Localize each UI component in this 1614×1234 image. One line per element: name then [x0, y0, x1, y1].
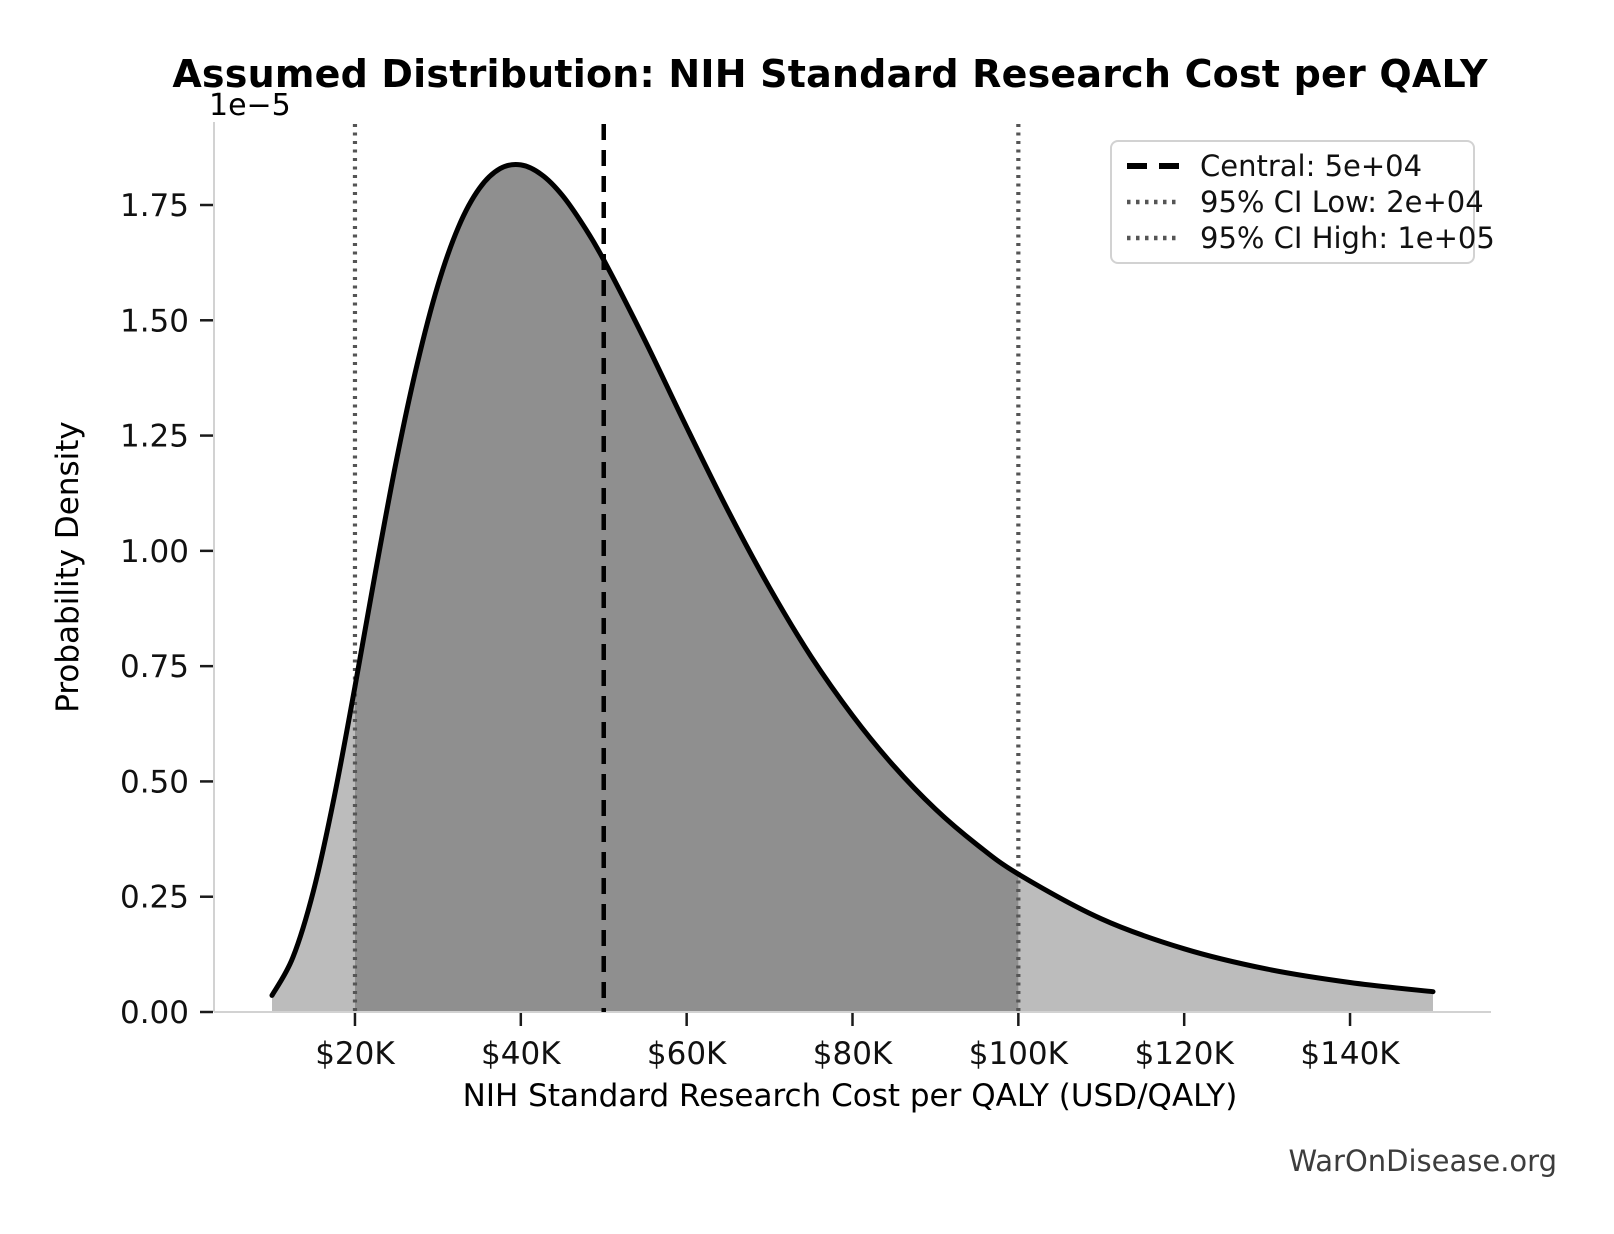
dotted-line-icon: [1127, 199, 1181, 205]
x-tick-label: $140K: [1300, 1036, 1400, 1072]
y-tick-label: 0.00: [120, 995, 189, 1031]
x-tick-label: $120K: [1135, 1036, 1235, 1072]
x-tick-label: $80K: [813, 1036, 893, 1072]
watermark: WarOnDisease.org: [1288, 1144, 1557, 1178]
ci-area-fill: [355, 164, 1019, 1012]
y-tick-label: 1.00: [120, 534, 189, 570]
y-axis-scale-offset: 1e−5: [209, 88, 291, 123]
dotted-line-icon: [1127, 235, 1181, 241]
x-tick-label: $100K: [969, 1036, 1069, 1072]
legend-item-ci-high: 95% CI High: 1e+05: [1126, 221, 1495, 255]
legend-label: 95% CI High: 1e+05: [1200, 221, 1495, 255]
legend-item-ci-low: 95% CI Low: 2e+04: [1126, 185, 1484, 219]
y-tick-label: 1.50: [120, 303, 189, 339]
chart-title: Assumed Distribution: NIH Standard Resea…: [172, 52, 1488, 96]
x-axis-label: NIH Standard Research Cost per QALY (USD…: [462, 1078, 1238, 1114]
x-tick-label: $40K: [481, 1036, 561, 1072]
y-tick-label: 0.50: [120, 764, 189, 800]
y-tick-label: 1.75: [120, 188, 189, 224]
x-tick-label: $60K: [647, 1036, 727, 1072]
density-curve: [269, 162, 1436, 998]
dashed-line-icon: [1127, 163, 1181, 169]
legend: Central: 5e+04 95% CI Low: 2e+04 95% CI …: [1110, 140, 1495, 264]
legend-item-central: Central: 5e+04: [1126, 149, 1459, 183]
y-axis-label: Probability Density: [50, 421, 86, 713]
legend-label: 95% CI Low: 2e+04: [1200, 185, 1484, 219]
y-tick-label: 0.25: [120, 880, 189, 916]
y-tick-label: 1.25: [120, 419, 189, 455]
x-tick-label: $20K: [315, 1036, 395, 1072]
legend-label: Central: 5e+04: [1200, 149, 1423, 183]
y-tick-label: 0.75: [120, 649, 189, 685]
